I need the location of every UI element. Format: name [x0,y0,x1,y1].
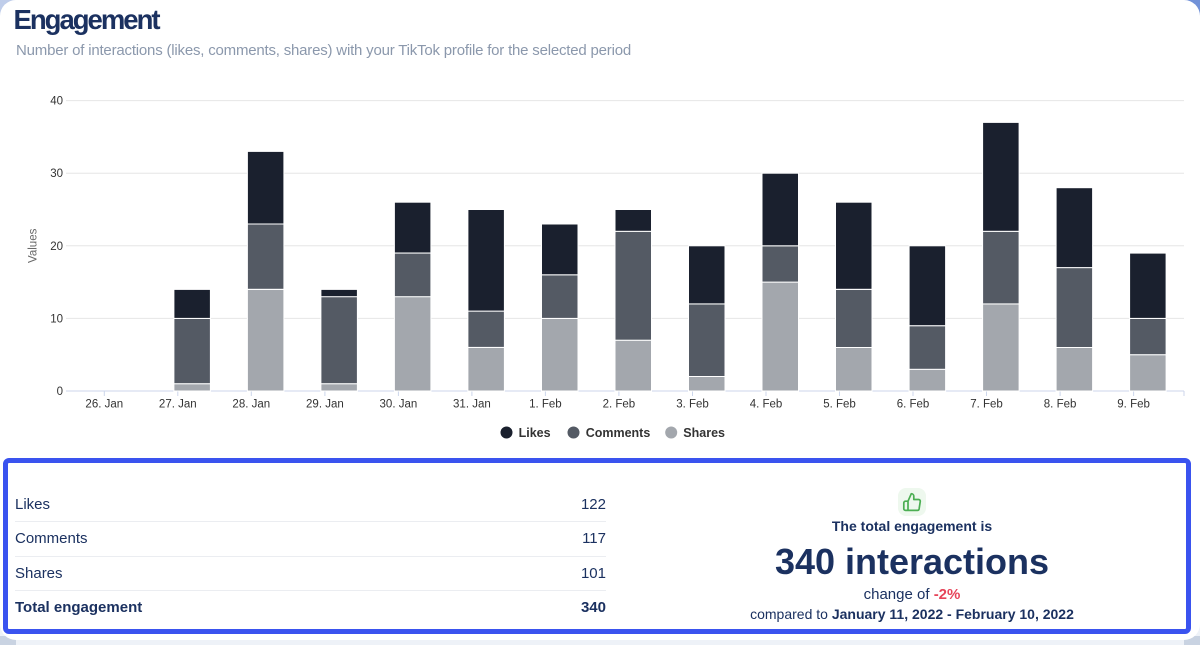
svg-text:5. Feb: 5. Feb [823,399,856,411]
svg-text:3. Feb: 3. Feb [676,399,709,411]
svg-text:40: 40 [50,96,63,108]
svg-text:9. Feb: 9. Feb [1117,399,1150,411]
svg-text:4. Feb: 4. Feb [750,399,783,411]
svg-text:Comments: Comments [586,426,651,440]
svg-text:30: 30 [50,168,63,180]
svg-text:Shares: Shares [683,426,725,440]
svg-text:27. Jan: 27. Jan [159,399,197,411]
svg-text:Likes: Likes [519,426,551,440]
svg-text:1. Feb: 1. Feb [529,399,562,411]
svg-text:20: 20 [50,241,63,253]
svg-text:29. Jan: 29. Jan [306,399,344,411]
svg-text:2. Feb: 2. Feb [603,399,636,411]
svg-text:Values: Values [28,228,40,263]
svg-text:31. Jan: 31. Jan [453,399,491,411]
svg-text:30. Jan: 30. Jan [380,399,418,411]
svg-text:8. Feb: 8. Feb [1044,399,1077,411]
svg-text:7. Feb: 7. Feb [970,399,1003,411]
svg-text:26. Jan: 26. Jan [85,399,123,411]
svg-text:28. Jan: 28. Jan [232,399,270,411]
svg-text:6. Feb: 6. Feb [897,399,930,411]
svg-text:0: 0 [57,386,63,398]
svg-text:10: 10 [50,313,63,325]
